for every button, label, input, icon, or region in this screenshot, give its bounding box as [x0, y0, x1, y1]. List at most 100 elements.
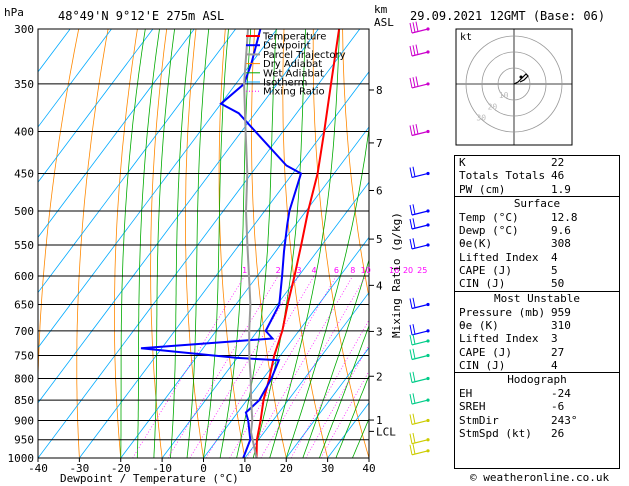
wind-barb-flag — [415, 124, 419, 135]
dry-adiabat — [114, 29, 138, 458]
wind-barb-flag — [409, 45, 413, 57]
wind-barb-dot — [426, 302, 430, 307]
wind-barb-flag — [409, 125, 413, 136]
index-row: CIN (J) 50 — [455, 277, 619, 290]
pressure-tick-label: 750 — [14, 349, 34, 362]
height-tick-label: 4 — [376, 279, 383, 292]
index-value: 46 — [551, 169, 565, 183]
height-tick-label: LCL — [376, 425, 396, 438]
hodograph-ring-label: 10 — [499, 91, 509, 100]
index-label: EH — [459, 387, 473, 401]
index-row: CAPE (J) 5 — [455, 264, 619, 277]
pressure-tick-label: 800 — [14, 372, 34, 385]
index-value: 308 — [551, 237, 571, 251]
pressure-tick-label: 500 — [14, 205, 34, 218]
index-row: Temp (°C) 12.8 — [455, 211, 619, 224]
index-label: SREH — [459, 400, 486, 414]
wind-barb-flag — [415, 76, 419, 87]
hodograph-trace — [513, 73, 529, 85]
wind-barb-flag — [409, 238, 413, 250]
index-label: Totals Totals — [459, 169, 546, 183]
temperature-tick-label: 10 — [238, 462, 251, 475]
index-row: K 22 — [455, 156, 619, 169]
index-value: 9.6 — [551, 224, 571, 238]
temperature-tick-label: -20 — [111, 462, 131, 475]
pressure-unit: hPa — [4, 6, 24, 19]
isotherm — [161, 181, 369, 458]
pressure-tick-label: 450 — [14, 167, 34, 180]
index-value: 22 — [551, 156, 565, 169]
location-title: 48°49'N 9°12'E 275m ASL — [58, 9, 224, 23]
wind-barb-flag — [412, 166, 416, 177]
dry-adiabat — [185, 29, 204, 458]
isotherm — [38, 29, 195, 239]
dry-adiabat — [38, 29, 80, 458]
wind-barb-flag — [412, 348, 416, 359]
index-row: StmDir 243° — [455, 414, 619, 427]
isotherm — [38, 29, 361, 458]
series-temperature — [255, 29, 341, 458]
legend-label: Dry Adiabat — [263, 59, 322, 70]
height-tick-label: 1 — [376, 414, 383, 427]
profile-lines — [140, 29, 341, 458]
hodograph-ring — [497, 67, 531, 101]
wind-barb-flag — [409, 324, 413, 336]
wind-barb-flag — [412, 432, 416, 444]
index-value: 26 — [551, 427, 565, 441]
legend-label: Isotherm — [263, 78, 307, 89]
dry-adiabat — [342, 29, 369, 300]
wind-barb-flag — [412, 371, 416, 382]
wind-barb-flag — [409, 393, 413, 405]
pressure-tick-label: 850 — [14, 394, 34, 407]
mixing-ratio-label: 6 — [334, 266, 339, 275]
pressure-tick-label: 400 — [14, 126, 34, 139]
pressure-tick-label: 1000 — [8, 452, 35, 465]
pressure-tick-label: 700 — [14, 325, 34, 338]
mixing-ratio-line — [189, 275, 300, 458]
mixing-ratio-label: 16 — [389, 266, 399, 275]
pressure-tick-label: 950 — [14, 434, 34, 447]
wind-barb-flag — [415, 21, 419, 32]
height-tick-label: 5 — [376, 233, 383, 246]
mixing-ratio-line — [320, 370, 369, 458]
index-label: Lifted Index — [459, 332, 539, 346]
index-label: θe(K) — [459, 237, 493, 251]
wind-barb-dot — [426, 438, 430, 442]
index-row: θe(K) 308 — [455, 237, 619, 250]
index-row: Pressure (mb) 959 — [455, 306, 619, 319]
index-row: θe (K) 310 — [455, 319, 619, 332]
index-section-title: Hodograph — [455, 372, 619, 387]
mixing-ratio-label: 4 — [312, 266, 317, 275]
index-label: CIN (J) — [459, 277, 506, 291]
mixing-ratio-line — [229, 275, 337, 458]
index-value: 4 — [551, 250, 558, 264]
isotherm — [38, 29, 154, 183]
wind-barb-flag — [412, 204, 416, 215]
height-unit-asl: ASL — [374, 16, 394, 29]
isotherm — [38, 29, 319, 404]
isotherm — [38, 29, 112, 128]
wind-barb-flag — [409, 22, 413, 34]
index-row: Lifted Index 4 — [455, 251, 619, 264]
index-value: 50 — [551, 277, 565, 291]
pressure-tick-label: 600 — [14, 270, 34, 283]
isotherm — [203, 236, 369, 458]
series-parcel-trajectory — [243, 29, 258, 458]
height-tick-label: 2 — [376, 370, 383, 383]
index-label: K — [459, 156, 466, 169]
indices-table: K 22 Totals Totals 46 PW (cm) 1.9 Surface Temp … — [454, 155, 620, 469]
wind-barb-dot — [426, 82, 430, 86]
wind-barb-dot — [426, 353, 430, 358]
legend-label: Temperature — [262, 32, 326, 43]
wind-barb-dot — [426, 398, 430, 402]
pressure-tick-label: 350 — [14, 78, 34, 91]
hodograph-ring — [465, 35, 563, 133]
legend-label: Parcel Trajectory — [263, 50, 346, 61]
index-row: CIN (J) 4 — [455, 359, 619, 372]
index-row: SREH -6 — [455, 400, 619, 413]
height-tick-label: 7 — [376, 137, 383, 150]
datetime-title: 29.09.2021 12GMT (Base: 06) — [410, 9, 605, 23]
wind-barb-dot — [426, 223, 430, 227]
